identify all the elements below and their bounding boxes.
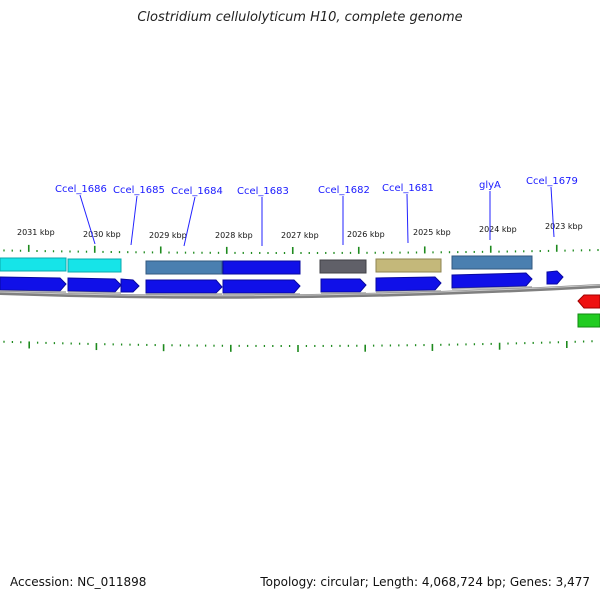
accession-text: Accession: NC_011898 bbox=[10, 575, 147, 589]
genome-title: Clostridium cellulolyticum H10, complete… bbox=[137, 10, 463, 25]
cds-arrow-1[interactable] bbox=[0, 276, 67, 292]
cds-arrow-ccel-1681[interactable] bbox=[375, 276, 442, 292]
cds-arrow-ccel-1683[interactable] bbox=[222, 279, 301, 294]
gene-label-ccel-1685[interactable]: Ccel_1685 bbox=[113, 185, 165, 196]
cds-arrow-ccel-1686[interactable] bbox=[67, 277, 122, 293]
tick-label-2025: 2025 kbp bbox=[413, 228, 451, 237]
reverse-feature-red[interactable] bbox=[577, 294, 600, 309]
lower-scale-ticks bbox=[3, 340, 593, 352]
leader-line-ccel-1684 bbox=[183, 196, 196, 247]
cds-arrow-ccel-1684[interactable] bbox=[145, 279, 223, 294]
gene-label-ccel-1683[interactable]: Ccel_1683 bbox=[237, 186, 289, 197]
upper-scale-ticks bbox=[3, 244, 599, 254]
leader-line-ccel-1681 bbox=[406, 193, 409, 244]
feature-bar-cyan-1[interactable] bbox=[0, 257, 67, 272]
feature-bar-steelblue-2[interactable] bbox=[451, 255, 533, 270]
genome-backbone bbox=[0, 284, 600, 299]
cds-arrow-ccel-1685[interactable] bbox=[120, 278, 140, 293]
feature-bar-khaki[interactable] bbox=[375, 258, 442, 273]
feature-bar-steelblue-1[interactable] bbox=[145, 260, 223, 275]
gene-label-ccel-1686[interactable]: Ccel_1686 bbox=[55, 184, 107, 195]
genome-summary-text: Topology: circular; Length: 4,068,724 bp… bbox=[260, 575, 590, 589]
cds-shadow bbox=[0, 286, 532, 295]
tick-label-2030: 2030 kbp bbox=[83, 230, 121, 239]
leader-line-ccel-1685 bbox=[130, 195, 138, 246]
feature-bar-blue-1683[interactable] bbox=[222, 260, 301, 275]
cds-arrow-ccel-1679[interactable] bbox=[546, 270, 564, 285]
cds-arrow-ccel-1682[interactable] bbox=[320, 278, 367, 293]
leader-line-ccel-1679 bbox=[550, 186, 555, 238]
gene-label-ccel-1682[interactable]: Ccel_1682 bbox=[318, 185, 370, 196]
reverse-feature-green[interactable] bbox=[577, 313, 600, 328]
gene-label-ccel-1681[interactable]: Ccel_1681 bbox=[382, 183, 434, 194]
leader-line-ccel-1686 bbox=[79, 194, 96, 245]
tick-label-2026: 2026 kbp bbox=[347, 230, 385, 239]
genome-backbone-highlight bbox=[0, 284, 600, 297]
tick-label-2024: 2024 kbp bbox=[479, 225, 517, 234]
tick-label-2031: 2031 kbp bbox=[17, 228, 55, 237]
tick-label-2029: 2029 kbp bbox=[149, 231, 187, 240]
cds-arrow-glya[interactable] bbox=[451, 272, 533, 289]
tick-label-2027: 2027 kbp bbox=[281, 231, 319, 240]
feature-bar-cyan-2[interactable] bbox=[67, 258, 122, 273]
gene-label-ccel-1679[interactable]: Ccel_1679 bbox=[526, 176, 578, 187]
feature-bar-gray[interactable] bbox=[319, 259, 367, 274]
tick-label-2028: 2028 kbp bbox=[215, 231, 253, 240]
gene-label-glya[interactable]: glyA bbox=[479, 180, 501, 191]
tick-label-2023: 2023 kbp bbox=[545, 222, 583, 231]
gene-label-ccel-1684[interactable]: Ccel_1684 bbox=[171, 186, 223, 197]
